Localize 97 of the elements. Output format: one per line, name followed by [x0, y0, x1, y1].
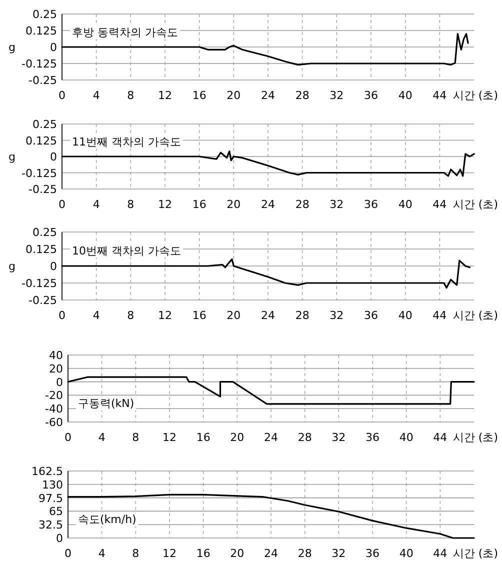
x-tick-label: 12	[158, 198, 172, 211]
y-axis-title: g	[8, 41, 16, 54]
x-tick-label: 20	[226, 89, 241, 102]
x-axis-title: 시간 (초)	[452, 89, 498, 102]
x-tick-label: 24	[264, 547, 278, 560]
y-tick-label: -0.125	[22, 166, 57, 180]
x-tick-label: 28	[298, 431, 312, 444]
x-tick-label: 24	[261, 309, 275, 322]
y-tick-label: 0	[50, 260, 57, 273]
x-tick-label: 4	[98, 431, 106, 444]
x-tick-label: 36	[364, 89, 378, 102]
x-tick-label: 32	[332, 431, 346, 444]
y-tick-label: 0.125	[26, 24, 57, 38]
text: 10번째 객차의 가속도	[72, 244, 181, 258]
y-tick-label: 32.5	[38, 518, 63, 532]
y-tick-label: 20	[49, 362, 63, 376]
y-tick-label: -0.25	[28, 183, 57, 196]
y-tick-label: 130	[42, 478, 63, 492]
x-tick-label: 28	[298, 547, 312, 560]
y-tick-label: 162.5	[32, 465, 63, 478]
y-tick-label: -0.25	[28, 74, 57, 87]
y-tick-label: 0	[56, 532, 63, 545]
y-tick-label: 0	[50, 150, 57, 164]
x-tick-label: 44	[432, 309, 447, 322]
y-tick-label: 0	[50, 41, 57, 54]
x-tick-label: 32	[332, 547, 346, 560]
y-tick-label: 0.125	[26, 243, 57, 256]
x-tick-label: 40	[398, 89, 412, 102]
x-tick-label: 28	[295, 198, 310, 211]
text: 속도(km/h)	[78, 513, 136, 526]
y-tick-label: 0	[56, 376, 63, 389]
y-tick-label: 0.125	[26, 134, 57, 148]
x-tick-label: 40	[398, 309, 412, 322]
x-tick-label: 36	[366, 431, 380, 444]
x-tick-label: 32	[330, 309, 344, 322]
x-tick-label: 24	[261, 198, 275, 211]
x-tick-label: 8	[132, 431, 140, 444]
y-tick-label: -60	[45, 416, 63, 429]
x-tick-label: 8	[127, 89, 134, 102]
text: 후방 동력차의 가속도	[72, 26, 178, 39]
text: 11번째 객차의 가속도	[72, 136, 181, 149]
x-tick-label: 0	[64, 547, 72, 560]
x-tick-label: 24	[264, 431, 278, 444]
x-axis-title: 시간 (초)	[452, 547, 498, 560]
x-tick-label: 8	[132, 547, 140, 560]
y-axis-title: g	[8, 150, 16, 164]
x-tick-label: 16	[196, 431, 210, 444]
x-tick-label: 40	[398, 198, 412, 211]
x-tick-label: 32	[330, 198, 344, 211]
x-tick-label: 44	[432, 198, 447, 211]
x-tick-label: 44	[433, 547, 448, 560]
x-tick-label: 12	[158, 89, 172, 102]
y-tick-label: 40	[49, 349, 63, 362]
x-tick-label: 36	[364, 309, 378, 322]
x-tick-label: 8	[127, 198, 134, 211]
x-tick-label: 28	[295, 309, 310, 322]
x-tick-label: 36	[364, 198, 378, 211]
y-tick-label: -0.125	[22, 58, 57, 70]
x-tick-label: 4	[92, 198, 100, 211]
x-tick-label: 44	[432, 89, 447, 102]
x-tick-label: 8	[127, 309, 134, 322]
x-tick-label: 20	[230, 431, 244, 444]
text: 구동력(kN)	[78, 397, 134, 410]
y-tick-label: 65	[49, 505, 63, 518]
y-tick-label: -20	[45, 389, 63, 402]
y-tick-label: 0.25	[32, 8, 57, 21]
y-tick-label: 97.5	[38, 492, 63, 505]
x-tick-label: 44	[433, 431, 448, 444]
x-tick-label: 12	[162, 547, 176, 560]
x-tick-label: 36	[366, 547, 380, 560]
x-tick-label: 4	[92, 89, 100, 102]
x-tick-label: 16	[192, 198, 206, 211]
x-tick-label: 4	[98, 547, 106, 560]
x-tick-label: 40	[399, 547, 414, 560]
y-tick-label: -0.25	[28, 294, 57, 307]
y-tick-label: -0.125	[22, 277, 57, 290]
x-axis-title: 시간 (초)	[452, 198, 498, 211]
x-tick-label: 20	[226, 198, 241, 211]
x-axis-title: 시간 (초)	[452, 431, 498, 444]
x-tick-label: 32	[330, 89, 344, 102]
x-tick-label: 24	[261, 89, 275, 102]
x-tick-label: 12	[158, 309, 172, 322]
x-tick-label: 16	[196, 547, 210, 560]
x-tick-label: 40	[399, 431, 414, 444]
y-tick-label: 0.25	[32, 118, 57, 131]
x-tick-label: 20	[230, 547, 244, 560]
x-axis-title: 시간 (초)	[452, 309, 498, 322]
x-tick-label: 20	[226, 309, 241, 322]
x-tick-label: 0	[64, 431, 72, 444]
x-tick-label: 4	[92, 309, 100, 322]
y-axis-title: g	[8, 260, 16, 273]
x-tick-label: 28	[295, 89, 310, 102]
x-tick-label: 16	[192, 89, 206, 102]
x-tick-label: 12	[162, 431, 176, 444]
y-tick-label: -40	[45, 402, 63, 416]
x-tick-label: 16	[192, 309, 206, 322]
y-tick-label: 0.25	[32, 226, 57, 239]
